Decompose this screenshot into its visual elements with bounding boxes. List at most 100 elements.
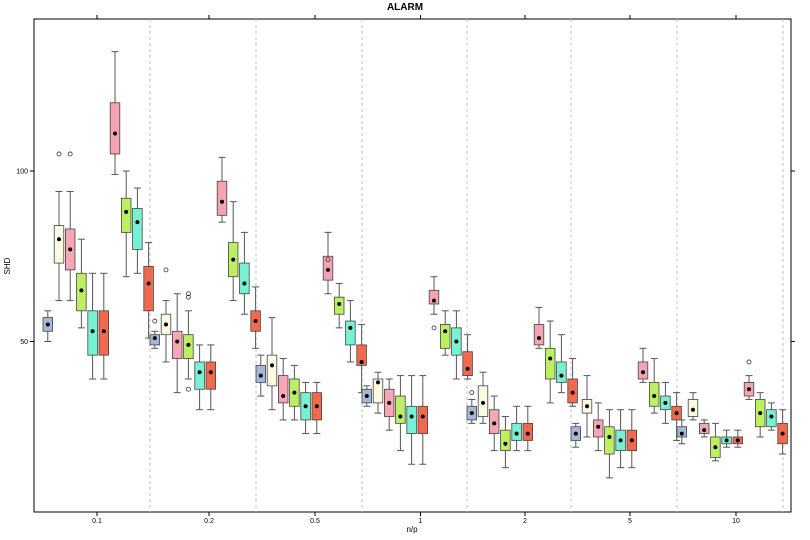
box-mean-dot: [359, 359, 364, 364]
box-outlier: [325, 257, 331, 263]
box: [699, 419, 710, 438]
box: [345, 300, 356, 363]
box-mean-dot: [780, 431, 785, 436]
box-mean-dot: [398, 414, 403, 419]
box: [477, 371, 489, 424]
box: [732, 429, 744, 448]
x-tick-label: 10: [732, 518, 740, 525]
box-iqr: [417, 405, 429, 434]
x-axis: 0.1 0.2 0.5 1 2 5 10: [92, 15, 740, 525]
box-mean-dot: [432, 298, 436, 303]
box: [766, 402, 777, 431]
box-group: [42, 51, 154, 380]
box-mean-dot: [758, 411, 763, 416]
box: [649, 358, 660, 414]
box-outlier: [185, 291, 191, 297]
box: [183, 291, 194, 392]
plot-frame: [33, 18, 792, 513]
box-iqr: [277, 375, 289, 404]
box-mean-dot: [314, 404, 319, 409]
box-mean-dot: [663, 400, 668, 405]
box-mean-dot: [409, 414, 414, 419]
box-mean-dot: [724, 438, 729, 443]
box: [194, 344, 205, 411]
box: [322, 231, 334, 295]
box: [777, 409, 788, 455]
box-iqr: [500, 429, 511, 452]
box-outlier: [746, 359, 752, 365]
box-iqr: [53, 225, 65, 264]
box-iqr: [205, 361, 217, 390]
box-mean-dot: [481, 400, 485, 405]
box: [132, 187, 143, 274]
box: [300, 381, 311, 435]
box-outlier: [163, 267, 169, 273]
box-mean-dot: [443, 329, 448, 334]
box-iqr: [143, 266, 154, 312]
box: [76, 238, 87, 329]
box-mean-dot: [769, 414, 774, 419]
box-mean-dot: [503, 441, 508, 446]
box-iqr: [372, 378, 384, 404]
y-tick-label: 50: [20, 339, 28, 346]
box: [500, 416, 511, 469]
box-mean-dot: [492, 421, 497, 426]
box: [239, 231, 250, 315]
box-mean-dot: [674, 411, 679, 416]
box-iqr: [194, 361, 205, 390]
box: [383, 378, 395, 431]
box-mean-dot: [258, 373, 263, 378]
box: [277, 358, 289, 421]
box-mean-dot: [231, 257, 236, 262]
box-mean-dot: [45, 322, 50, 327]
box-group: [255, 231, 367, 435]
box: [462, 334, 473, 380]
box-mean-dot: [702, 428, 707, 433]
box: [255, 354, 267, 397]
box: [266, 317, 278, 411]
box-mean-dot: [79, 288, 84, 293]
box: [171, 293, 183, 394]
box-iqr: [356, 344, 367, 366]
box-mean-dot: [270, 363, 274, 368]
box-mean-dot: [303, 404, 308, 409]
box-mean-dot: [559, 373, 564, 378]
box-mean-dot: [735, 438, 740, 443]
box-mean-dot: [629, 438, 634, 443]
boxes: [42, 51, 788, 479]
box-iqr: [239, 262, 250, 295]
box: [710, 422, 721, 462]
box-iqr: [556, 361, 567, 383]
box-mean-dot: [454, 339, 459, 344]
box-mean-dot: [164, 322, 168, 327]
box: [87, 272, 98, 380]
box-iqr: [395, 395, 406, 424]
box-mean-dot: [570, 390, 575, 395]
box-mean-dot: [242, 281, 247, 286]
box: [417, 375, 429, 465]
box-mean-dot: [679, 431, 684, 436]
box: [439, 310, 451, 356]
box: [53, 151, 65, 302]
box-mean-dot: [253, 319, 258, 324]
box: [428, 276, 440, 331]
box-mean-dot: [175, 339, 180, 344]
box: [593, 402, 604, 452]
box-mean-dot: [465, 366, 470, 371]
x-tick-label: 1: [419, 518, 423, 525]
y-tick-label: 100: [16, 169, 28, 176]
box: [372, 371, 384, 414]
box-mean-dot: [585, 404, 589, 409]
box: [545, 320, 556, 404]
box-outlier: [431, 325, 437, 331]
box-mean-dot: [525, 431, 530, 436]
box-outlier: [185, 294, 191, 300]
box-mean-dot: [113, 131, 117, 136]
box: [488, 395, 500, 452]
box: [676, 419, 688, 445]
box-iqr: [428, 289, 440, 305]
box: [660, 381, 671, 424]
box-mean-dot: [747, 387, 751, 392]
x-tick-label: 2: [523, 518, 527, 525]
box-mean-dot: [101, 329, 106, 334]
